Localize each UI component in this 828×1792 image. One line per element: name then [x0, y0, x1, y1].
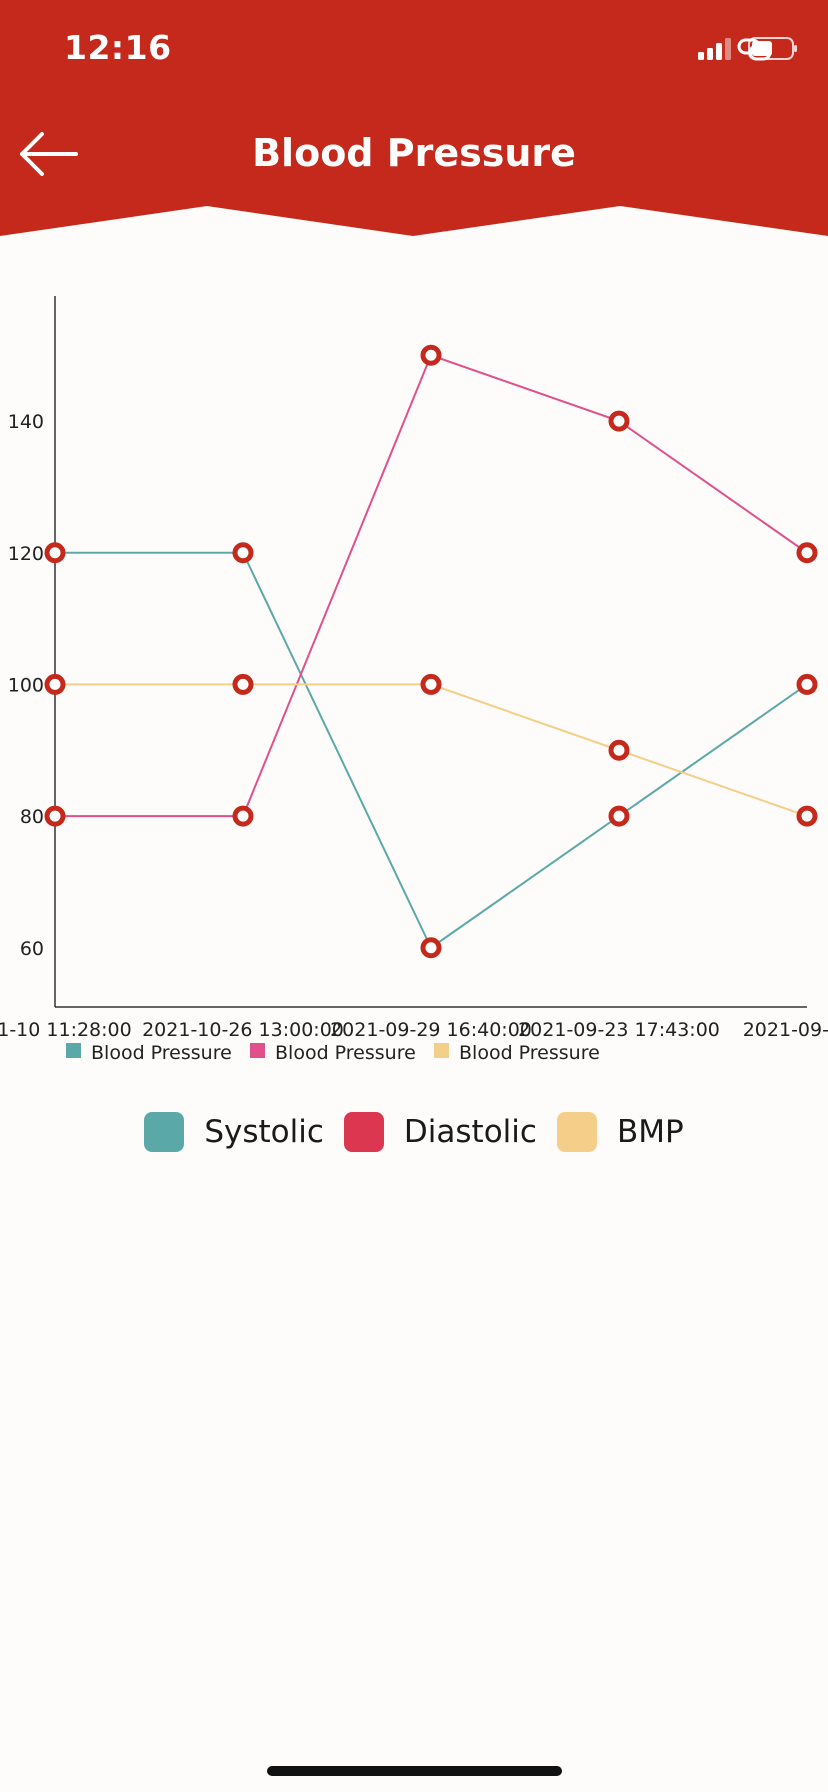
data-point[interactable]	[232, 542, 254, 564]
home-indicator[interactable]	[267, 1766, 562, 1776]
data-point[interactable]	[44, 542, 66, 564]
x-tick-label: 2021-10-26 13:00:00	[142, 1019, 344, 1041]
data-point[interactable]	[232, 805, 254, 827]
status-time: 12:16	[64, 28, 172, 67]
data-point[interactable]	[796, 805, 818, 827]
chart-legend-label: Blood Pressure	[275, 1042, 416, 1064]
x-tick-label: 2021-09-13 1	[743, 1019, 828, 1041]
chart-legend-swatch	[66, 1043, 81, 1058]
chart-legend-label: Blood Pressure	[91, 1042, 232, 1064]
data-point[interactable]	[232, 673, 254, 695]
data-point[interactable]	[44, 673, 66, 695]
legend-item-diastolic: Diastolic	[343, 1112, 537, 1152]
chart-legend-swatch	[250, 1043, 265, 1058]
data-point[interactable]	[44, 805, 66, 827]
series-line-1	[55, 551, 808, 950]
series-line-3	[55, 683, 808, 818]
data-point[interactable]	[608, 410, 630, 432]
bp-legend: Systolic Diastolic BMP	[0, 1110, 828, 1154]
y-tick-label: 100	[8, 674, 44, 696]
blood-pressure-chart: 60 80 100 120 140 -11-10 11:28:00 2021-10-26 …	[0, 296, 828, 1064]
y-tick-label: 60	[20, 938, 44, 960]
data-point[interactable]	[796, 673, 818, 695]
diastolic-swatch	[343, 1112, 384, 1152]
bmp-swatch	[556, 1112, 597, 1152]
x-tick-label: 2021-09-23 17:43:00	[518, 1019, 720, 1041]
y-tick-label: 80	[20, 806, 44, 828]
data-point[interactable]	[608, 739, 630, 761]
x-tick-label: 2021-09-29 16:40:00	[330, 1019, 532, 1041]
signal-icon	[698, 38, 731, 60]
data-point[interactable]	[420, 344, 442, 366]
legend-label-diastolic: Diastolic	[403, 1114, 537, 1150]
back-button[interactable]	[18, 128, 80, 180]
legend-item-bmp: BMP	[556, 1112, 684, 1152]
series-line-2	[55, 353, 808, 818]
data-point[interactable]	[420, 673, 442, 695]
y-tick-label: 140	[8, 411, 44, 433]
y-tick-label: 120	[8, 543, 44, 565]
app-header: 12:16 Blood Pressure	[0, 0, 828, 240]
arrow-left-icon	[20, 132, 78, 176]
legend-label-systolic: Systolic	[204, 1114, 324, 1150]
data-point[interactable]	[796, 542, 818, 564]
legend-label-bmp: BMP	[616, 1114, 684, 1150]
chart-legend-label: Blood Pressure	[459, 1042, 600, 1064]
header-background	[0, 0, 828, 236]
data-point[interactable]	[608, 805, 630, 827]
battery-icon	[748, 37, 797, 60]
x-tick-label: -11-10 11:28:00	[0, 1019, 132, 1041]
systolic-swatch	[144, 1112, 185, 1152]
chart-legend-swatch	[434, 1043, 449, 1058]
legend-item-systolic: Systolic	[144, 1112, 324, 1152]
page-title: Blood Pressure	[252, 131, 576, 175]
data-point[interactable]	[420, 937, 442, 959]
